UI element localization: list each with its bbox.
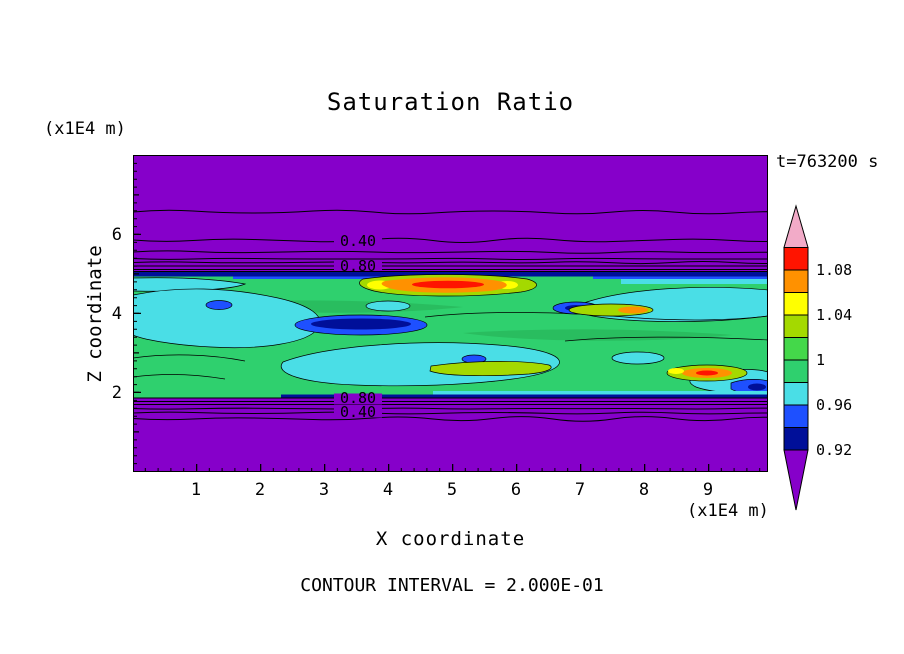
colorbar: 1.08 1.04 1 0.96 0.92 (780, 203, 900, 515)
contour-label-mask (334, 260, 382, 272)
colorbar-label-104: 1.04 (816, 306, 852, 324)
colorbar-segments (783, 247, 809, 451)
colorbar-label-100: 1 (816, 351, 825, 369)
contour-label-mask (334, 393, 382, 405)
colorbar-arrow-down (783, 449, 809, 511)
contour-label-mask (334, 406, 382, 418)
y-tick-label-6: 6 (111, 225, 122, 245)
contour-plot: 0.40 0.80 (132, 155, 794, 472)
contour-plot-svg: 0.40 0.80 (132, 155, 794, 472)
contour-label-080-top: 0.80 (340, 257, 376, 275)
x-tick-label-4: 4 (382, 480, 394, 500)
saturation-band (132, 271, 769, 399)
contour-label-mask (334, 235, 382, 247)
lower-contour-lines (132, 401, 794, 422)
x-tick-label-2: 2 (254, 480, 266, 500)
time-annotation: t=763200 s (776, 152, 879, 172)
axis-ticks (133, 155, 768, 472)
contour-interval-note: CONTOUR INTERVAL = 2.000E-01 (300, 575, 604, 596)
contour-label-080-bottom: 0.80 (340, 389, 376, 407)
contour-label-040-bottom: 0.40 (340, 403, 376, 421)
x-tick-label-7: 7 (574, 480, 586, 500)
x-axis-title: X coordinate (375, 528, 526, 550)
x-axis-unit-label: (x1E4 m) (687, 501, 769, 521)
colorbar-arrow-up (783, 204, 809, 248)
x-tick-label-3: 3 (318, 480, 330, 500)
chart-title: Saturation Ratio (326, 88, 575, 116)
x-tick-label-9: 9 (702, 480, 714, 500)
x-tick-label-8: 8 (638, 480, 650, 500)
plot-frame (133, 155, 768, 472)
x-tick-label-6: 6 (510, 480, 522, 500)
y-tick-label-4: 4 (111, 304, 122, 324)
upper-contour-lines (132, 209, 794, 270)
y-axis-unit-label: (x1E4 m) (44, 119, 126, 139)
contour-label-040-top: 0.40 (340, 232, 376, 250)
colorbar-label-108: 1.08 (816, 261, 852, 279)
colorbar-label-096: 0.96 (816, 396, 852, 414)
y-tick-label-2: 2 (111, 383, 122, 403)
x-tick-label-1: 1 (190, 480, 202, 500)
colorbar-svg: 1.08 1.04 1 0.96 0.92 (783, 204, 852, 511)
colorbar-label-092: 0.92 (816, 441, 852, 459)
x-tick-label-5: 5 (446, 480, 458, 500)
